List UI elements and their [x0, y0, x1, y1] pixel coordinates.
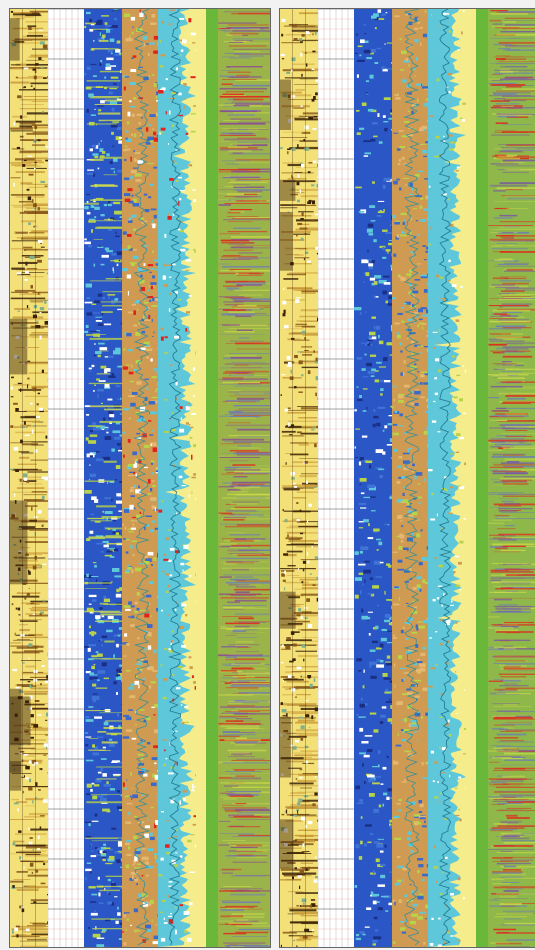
right-log-panel	[279, 8, 535, 948]
green-band-track	[206, 9, 218, 947]
borehole-image-track	[280, 9, 318, 947]
borehole-image-track	[10, 9, 48, 947]
tan-facies-track	[392, 9, 428, 947]
cyan-curve-track	[428, 9, 466, 947]
green-band-track	[476, 9, 488, 947]
pale-yellow-track	[196, 9, 206, 947]
left-log-panel	[9, 8, 271, 948]
depth-grid-track	[48, 9, 84, 947]
purple-spectrum-track	[218, 9, 270, 947]
blue-facies-track	[84, 9, 122, 947]
blue-facies-track	[354, 9, 392, 947]
depth-grid-track	[318, 9, 354, 947]
tan-facies-track	[122, 9, 158, 947]
cyan-curve-track	[158, 9, 196, 947]
pale-yellow-track	[466, 9, 476, 947]
green-spectrum-track	[488, 9, 535, 947]
